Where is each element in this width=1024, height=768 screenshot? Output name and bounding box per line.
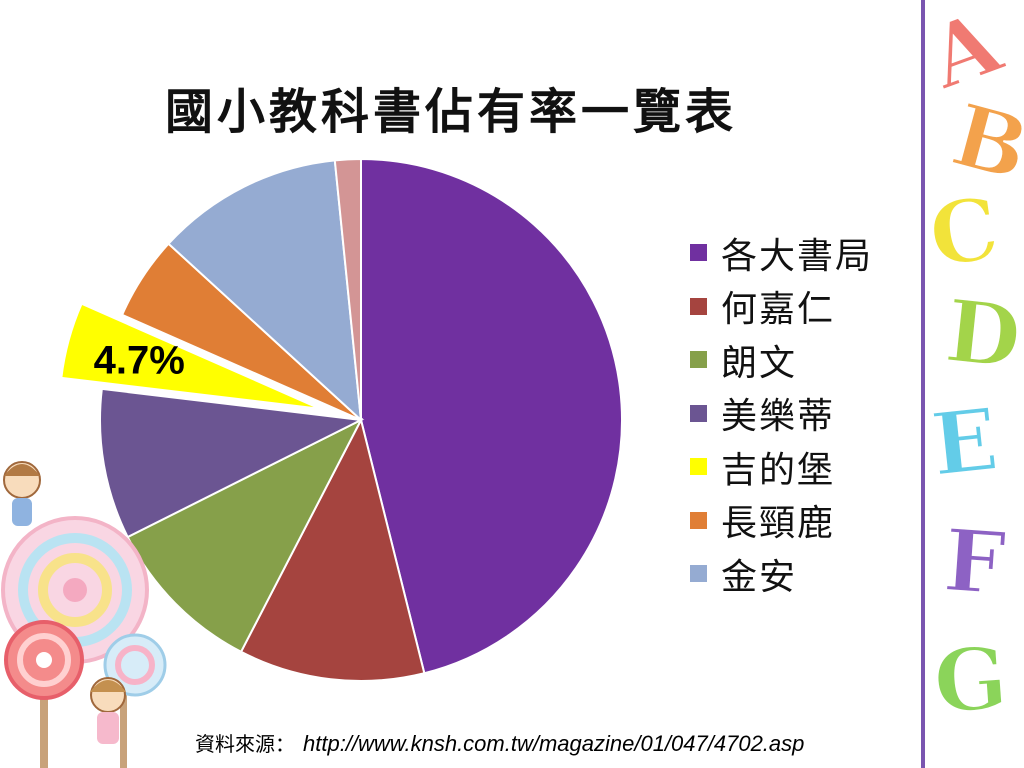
chart-title: 國小教科書佔有率一覽表: [165, 84, 738, 140]
pie-slices: [60, 157, 623, 682]
legend-swatch: [690, 297, 707, 315]
pie-data-labels: 4.7%: [94, 338, 185, 382]
legend-label: 吉的堡: [721, 449, 836, 491]
legend-swatch: [690, 511, 707, 529]
legend-swatch: [690, 458, 707, 476]
legend-item: 吉的堡: [690, 440, 930, 494]
alphabet-letter-e: E: [926, 388, 1004, 497]
source-citation: 資料來源： http://www.knsh.com.tw/magazine/01/…: [195, 728, 804, 757]
pie-slice-2: [239, 417, 426, 682]
alphabet-letter-a: A: [916, 0, 1015, 110]
pie-slice-8: [333, 157, 362, 421]
legend-swatch: [690, 244, 707, 262]
legend-item: 朗文: [690, 333, 930, 387]
alphabet-letter-f: F: [940, 509, 1010, 616]
legend-label: 各大書局: [721, 235, 874, 277]
alphabet-letter-c: C: [922, 177, 1006, 289]
pie-slice-1: [360, 157, 623, 675]
legend-label: 長頸鹿: [721, 503, 836, 545]
legend-label: 朗文: [721, 342, 798, 384]
legend-swatch: [690, 565, 707, 583]
legend-item: 各大書局: [690, 226, 930, 280]
legend-swatch: [690, 351, 707, 369]
legend-label: 金安: [721, 556, 798, 598]
legend-item: 何嘉仁: [690, 280, 930, 334]
alphabet-letter-g: G: [930, 627, 1012, 735]
legend-swatch: [690, 404, 707, 422]
legend-label: 美樂蒂: [721, 396, 836, 438]
source-label: 資料來源：: [195, 732, 295, 756]
legend-label: 何嘉仁: [721, 289, 836, 331]
decorative-divider: [921, 0, 925, 768]
legend-item: 金安: [690, 547, 930, 601]
pie-slice-4: [99, 387, 365, 539]
legend-item: 長頸鹿: [690, 494, 930, 548]
alphabet-letter-d: D: [940, 279, 1024, 389]
pie-slice-5: [60, 302, 321, 410]
pie-slice-7: [167, 159, 363, 423]
pie-data-label: 4.7%: [94, 338, 185, 382]
lollipop-kids-illustration: [1, 461, 167, 768]
legend-item: 美樂蒂: [690, 387, 930, 441]
chart-legend: 各大書局何嘉仁朗文美樂蒂吉的堡長頸鹿金安: [690, 226, 930, 601]
source-url: http://www.knsh.com.tw/magazine/01/047/4…: [303, 731, 805, 756]
